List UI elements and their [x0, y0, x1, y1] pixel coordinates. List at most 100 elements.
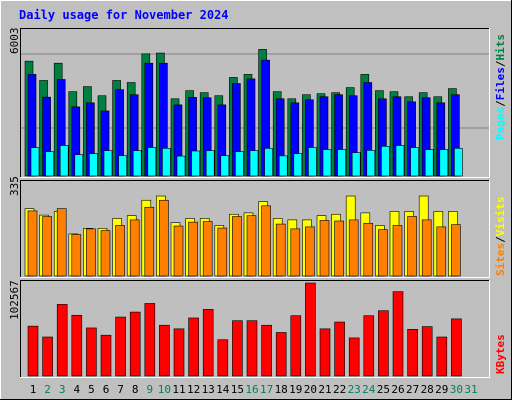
top-panel-right-labels: Pages/Files/Hits — [494, 34, 507, 140]
kbytes-bar-day-25 — [378, 310, 389, 377]
pages-bar-day-20 — [308, 147, 317, 177]
pages-bar-day-14 — [220, 155, 230, 177]
sites-bar-day-3 — [56, 208, 67, 277]
sites-bar-day-30 — [451, 224, 461, 277]
bottom-panel-ymax-label: 102567 — [8, 280, 21, 320]
sites-bar-day-28 — [421, 219, 432, 277]
day-label-29: 29 — [435, 383, 448, 396]
legend-separator-3: / — [494, 236, 507, 243]
sites-bar-day-2 — [42, 216, 52, 277]
pages-bar-day-30 — [454, 148, 463, 177]
sites-bar-day-1 — [27, 210, 38, 277]
kbytes-bar-day-29 — [436, 336, 448, 377]
day-label-25: 25 — [377, 383, 390, 396]
kbytes-bar-day-13 — [202, 309, 214, 377]
pages-bar-day-19 — [293, 153, 303, 177]
pages-bar-day-11 — [176, 155, 186, 177]
legend-kbytes: KBytes — [494, 334, 507, 374]
pages-bar-day-5 — [89, 153, 98, 177]
day-label-28: 28 — [421, 383, 434, 396]
sites-bar-day-22 — [334, 220, 344, 277]
pages-bar-day-13 — [205, 150, 215, 177]
pages-bar-day-18 — [278, 155, 288, 177]
kbytes-bar-day-3 — [56, 304, 68, 377]
kbytes-panel: 102567 KBytes — [8, 280, 507, 378]
day-label-9: 9 — [146, 383, 153, 396]
kbytes-bar-day-23 — [348, 337, 360, 377]
kbytes-bar-day-7 — [115, 316, 126, 377]
day-label-4: 4 — [73, 383, 80, 396]
top-panel-bars — [24, 49, 463, 177]
legend-separator-1: / — [494, 100, 507, 107]
kbytes-bar-day-4 — [71, 314, 83, 377]
day-label-8: 8 — [132, 383, 139, 396]
legend-visits: Visits — [494, 197, 507, 237]
day-label-7: 7 — [117, 383, 124, 396]
pages-bar-day-15 — [235, 151, 244, 177]
pages-bar-day-26 — [395, 145, 405, 177]
kbytes-bar-day-19 — [290, 315, 302, 377]
kbytes-bar-day-17 — [261, 324, 272, 377]
sites-bar-day-11 — [173, 225, 184, 277]
kbytes-bar-day-14 — [217, 339, 229, 377]
legend-separator-2: / — [494, 60, 507, 67]
kbytes-bar-day-1 — [27, 325, 39, 377]
sites-bar-day-21 — [319, 220, 330, 277]
day-label-15: 15 — [231, 383, 244, 396]
sites-bar-day-14 — [217, 227, 228, 277]
kbytes-bar-day-30 — [451, 318, 462, 377]
middle-panel-ymax-label: 335 — [8, 176, 21, 196]
pages-bar-day-9 — [147, 147, 157, 177]
kbytes-bar-day-22 — [334, 321, 345, 377]
sites-bar-day-15 — [232, 216, 242, 277]
pages-bar-day-29 — [439, 149, 449, 177]
sites-bar-day-17 — [261, 205, 271, 277]
pages-bar-day-4 — [74, 154, 84, 177]
sites-bar-day-19 — [290, 228, 301, 277]
legend-files: Files — [494, 67, 507, 100]
day-label-19: 19 — [289, 383, 302, 396]
day-label-16: 16 — [245, 383, 258, 396]
kbytes-bar-day-6 — [100, 334, 112, 377]
x-axis-day-labels: 1 2 3 4 5 6 7 8 9 10 11 12 13 14 15 16 17 18 19 20 21 22 23 24 2… — [30, 383, 478, 396]
day-label-23: 23 — [348, 383, 361, 396]
kbytes-bar-day-24 — [363, 315, 375, 377]
sites-bar-day-4 — [71, 234, 82, 277]
pages-bar-day-22 — [337, 149, 346, 177]
middle-panel-right-labels: Sites/Visits — [494, 197, 507, 277]
day-label-20: 20 — [304, 383, 317, 396]
sites-bar-day-16 — [246, 215, 257, 277]
legend-pages: Pages — [494, 107, 507, 140]
sites-bar-day-24 — [363, 222, 374, 277]
kbytes-bar-day-20 — [305, 282, 316, 377]
sites-bar-day-8 — [129, 219, 140, 277]
kbytes-bar-day-21 — [319, 328, 331, 377]
pages-bar-day-27 — [410, 147, 419, 177]
kbytes-bar-day-16 — [246, 320, 258, 377]
sites-bar-day-18 — [275, 223, 286, 277]
middle-panel-legend: Sites/Visits — [494, 197, 507, 277]
kbytes-bar-day-12 — [188, 317, 199, 377]
day-label-18: 18 — [275, 383, 288, 396]
legend-hits: Hits — [494, 34, 507, 61]
day-label-10: 10 — [158, 383, 171, 396]
kbytes-bar-day-18 — [275, 332, 287, 377]
day-label-1: 1 — [30, 383, 37, 396]
day-label-11: 11 — [172, 383, 185, 396]
sites-bar-day-5 — [86, 228, 96, 277]
middle-panel-bars — [24, 195, 461, 277]
kbytes-bar-day-26 — [392, 291, 404, 377]
pages-bar-day-28 — [424, 149, 434, 177]
legend-sites: Sites — [494, 243, 507, 276]
day-label-2: 2 — [44, 383, 51, 396]
pages-bar-day-25 — [381, 146, 390, 177]
day-label-6: 6 — [103, 383, 110, 396]
bottom-panel-bars — [27, 282, 462, 377]
kbytes-bar-day-28 — [421, 326, 433, 377]
day-label-21: 21 — [318, 383, 331, 396]
day-label-12: 12 — [187, 383, 200, 396]
kbytes-bar-day-10 — [159, 324, 170, 377]
kbytes-bar-day-11 — [173, 328, 185, 377]
pages-bar-day-10 — [162, 148, 171, 177]
